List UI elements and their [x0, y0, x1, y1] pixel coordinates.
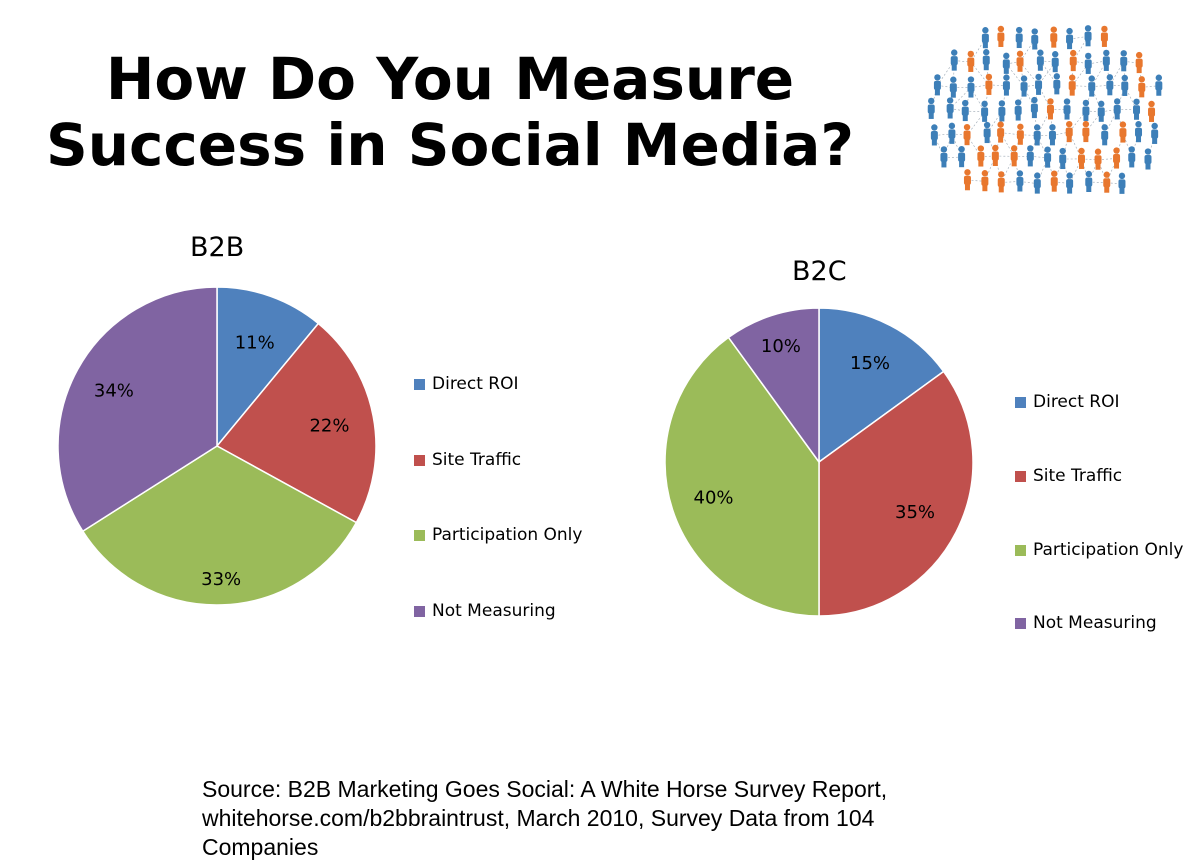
pie-data-label: 34% — [94, 380, 134, 401]
chart-title-b2c: B2C — [792, 256, 847, 287]
source-line-3: Companies — [202, 834, 319, 860]
legend-swatch — [1015, 396, 1026, 408]
pie-data-label: 11% — [235, 332, 275, 353]
pie-slice-not-measuring — [57, 286, 218, 533]
legend-item-participation-only: Participation Only — [414, 525, 582, 545]
legend-swatch — [1015, 617, 1026, 629]
legend-label: Site Traffic — [432, 450, 522, 470]
pie-data-label: 33% — [201, 569, 241, 590]
pie-slice-participation-only — [664, 336, 820, 617]
social-network-people-icon — [927, 25, 1163, 194]
pie-data-label: 15% — [850, 353, 890, 374]
legend-swatch — [414, 605, 425, 617]
source-note: Source: B2B Marketing Goes Social: A Whi… — [202, 775, 1022, 862]
legend-item-site-traffic: Site Traffic — [414, 450, 521, 470]
pie-slice-site-traffic — [215, 322, 377, 524]
pie-chart-b2c: 15% 35% 40% 10% — [664, 307, 974, 617]
pie-data-label: 40% — [694, 487, 734, 508]
title-line-1: How Do You Measure — [105, 45, 795, 113]
pie-slice-direct-roi — [818, 307, 945, 464]
legend-swatch — [414, 529, 425, 541]
pie-chart-b2b: 11% 22% 33% 34% — [57, 286, 377, 606]
source-line-2: whitehorse.com/b2bbraintrust, March 2010… — [202, 805, 875, 831]
legend-label: Participation Only — [1033, 540, 1184, 560]
pie-slice-participation-only — [81, 445, 358, 606]
legend-label: Direct ROI — [432, 374, 519, 394]
legend-item-participation-only: Participation Only — [1015, 540, 1183, 560]
legend-item-not-measuring: Not Measuring — [1015, 613, 1157, 633]
legend-item-site-traffic: Site Traffic — [1015, 466, 1122, 486]
pie-slice-not-measuring — [727, 307, 820, 465]
pie-data-label: 35% — [895, 502, 935, 523]
pie-slice-direct-roi — [216, 286, 320, 449]
legend-label: Participation Only — [432, 525, 583, 545]
legend-swatch — [1015, 544, 1026, 556]
legend-label: Not Measuring — [432, 601, 556, 621]
chart-title-b2b: B2B — [190, 232, 245, 263]
legend-swatch — [414, 378, 425, 390]
legend-item-not-measuring: Not Measuring — [414, 601, 556, 621]
legend-label: Not Measuring — [1033, 613, 1157, 633]
pie-slice-site-traffic — [818, 370, 974, 617]
legend-item-direct-roi: Direct ROI — [1015, 392, 1120, 412]
legend-swatch — [1015, 470, 1026, 482]
source-line-1: Source: B2B Marketing Goes Social: A Whi… — [202, 776, 888, 802]
legend-label: Site Traffic — [1033, 466, 1123, 486]
legend-label: Direct ROI — [1033, 392, 1120, 412]
page-title: How Do You Measure Success in Social Med… — [40, 46, 860, 178]
legend-swatch — [414, 454, 425, 466]
pie-data-label: 10% — [761, 336, 801, 357]
title-line-2: Success in Social Media? — [45, 111, 855, 179]
pie-data-label: 22% — [309, 416, 349, 437]
legend-item-direct-roi: Direct ROI — [414, 374, 519, 394]
